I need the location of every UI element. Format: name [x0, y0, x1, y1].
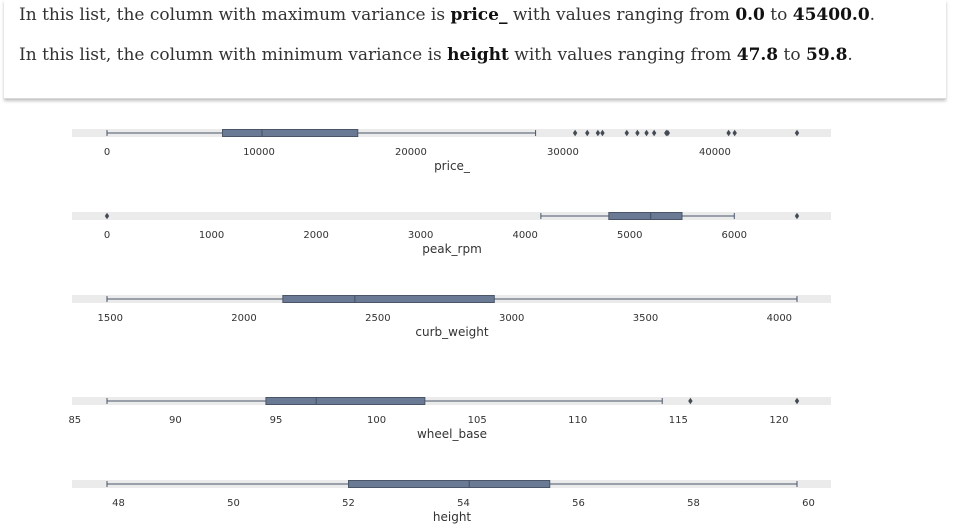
- x-tick-label: 50: [227, 498, 240, 509]
- x-tick-label: 4000: [767, 313, 792, 324]
- min-variance-mid: with values ranging from: [508, 45, 737, 65]
- x-tick-label: 3000: [499, 313, 524, 324]
- summary-card: In this list, the column with maximum va…: [4, 0, 946, 99]
- max-variance-end: .: [869, 5, 876, 25]
- outlier-point: [624, 129, 629, 137]
- x-tick-label: 20000: [395, 147, 427, 158]
- x-tick-label: 100: [367, 415, 386, 426]
- x-tick-label: 1500: [97, 313, 122, 324]
- plot-band: [72, 212, 831, 220]
- max-variance-low: 0.0: [735, 5, 765, 25]
- max-variance-to: to: [764, 5, 793, 25]
- outlier-point: [572, 129, 578, 137]
- min-variance-end: .: [847, 45, 853, 65]
- x-tick-label: 0: [104, 230, 110, 241]
- x-tick-label: 105: [468, 415, 487, 426]
- outlier-point: [726, 129, 731, 137]
- min-variance-prefix: In this list, the column with minimum va…: [19, 45, 448, 65]
- max-variance-high: 45400.0: [792, 5, 870, 25]
- x-axis-title: curb_weight: [415, 325, 489, 339]
- x-tick-label: 2500: [365, 313, 390, 324]
- outlier-point: [635, 129, 640, 137]
- x-tick-label: 10000: [243, 147, 275, 158]
- iqr-box: [265, 397, 426, 405]
- min-variance-column: height: [447, 45, 509, 65]
- outlier-point: [644, 129, 649, 137]
- x-tick-label: 0: [104, 147, 110, 158]
- x-tick-label: 95: [270, 415, 283, 426]
- x-tick-label: 4000: [512, 230, 537, 241]
- x-tick-label: 3000: [408, 230, 433, 241]
- outlier-point: [732, 129, 737, 137]
- iqr-box: [282, 295, 495, 303]
- max-variance-sentence: In this list, the column with maximum va…: [19, 5, 875, 25]
- min-variance-low: 47.8: [736, 45, 779, 65]
- x-axis-title: peak_rpm: [422, 242, 482, 256]
- x-tick-label: 1000: [199, 230, 224, 241]
- x-tick-label: 5000: [617, 230, 642, 241]
- outlier-point: [595, 129, 601, 137]
- x-tick-label: 54: [457, 498, 470, 509]
- outlier-point: [585, 129, 590, 137]
- outlier-point: [794, 212, 800, 220]
- x-tick-label: 30000: [547, 147, 579, 158]
- x-tick-label: 2000: [231, 313, 256, 324]
- x-tick-label: 6000: [722, 230, 747, 241]
- outlier-point: [665, 129, 671, 137]
- x-axis-title: wheel_base: [417, 427, 487, 441]
- max-variance-prefix: In this list, the column with maximum va…: [19, 5, 451, 25]
- min-variance-to: to: [778, 45, 807, 65]
- iqr-box: [222, 129, 359, 137]
- x-tick-label: 3500: [633, 313, 658, 324]
- x-axis-title: price_: [434, 159, 471, 173]
- x-tick-label: 85: [68, 415, 81, 426]
- x-tick-label: 40000: [699, 147, 731, 158]
- x-tick-label: 56: [572, 498, 585, 509]
- x-tick-label: 52: [342, 498, 355, 509]
- min-variance-sentence: In this list, the column with minimum va…: [19, 45, 853, 65]
- x-tick-label: 58: [687, 498, 700, 509]
- outlier-point: [651, 129, 657, 137]
- max-variance-mid: with values ranging from: [507, 5, 736, 25]
- x-axis-title: height: [433, 510, 472, 524]
- min-variance-high: 59.8: [806, 45, 848, 65]
- outlier-point: [600, 129, 605, 137]
- x-tick-label: 120: [769, 415, 788, 426]
- x-tick-label: 60: [802, 498, 815, 509]
- iqr-box: [348, 480, 551, 488]
- outlier-point: [794, 397, 800, 405]
- outlier-point: [688, 397, 693, 405]
- max-variance-column: price_: [450, 5, 508, 25]
- x-tick-label: 90: [169, 415, 182, 426]
- outlier-point: [104, 212, 110, 220]
- x-tick-label: 115: [669, 415, 688, 426]
- x-tick-label: 110: [568, 415, 587, 426]
- x-tick-label: 48: [112, 498, 125, 509]
- iqr-box: [608, 212, 683, 220]
- x-tick-label: 2000: [303, 230, 328, 241]
- outlier-point: [794, 129, 800, 137]
